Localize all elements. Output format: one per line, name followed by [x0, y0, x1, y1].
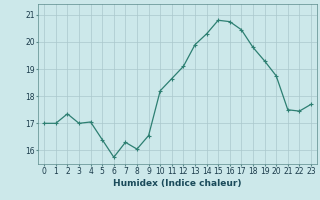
X-axis label: Humidex (Indice chaleur): Humidex (Indice chaleur) — [113, 179, 242, 188]
